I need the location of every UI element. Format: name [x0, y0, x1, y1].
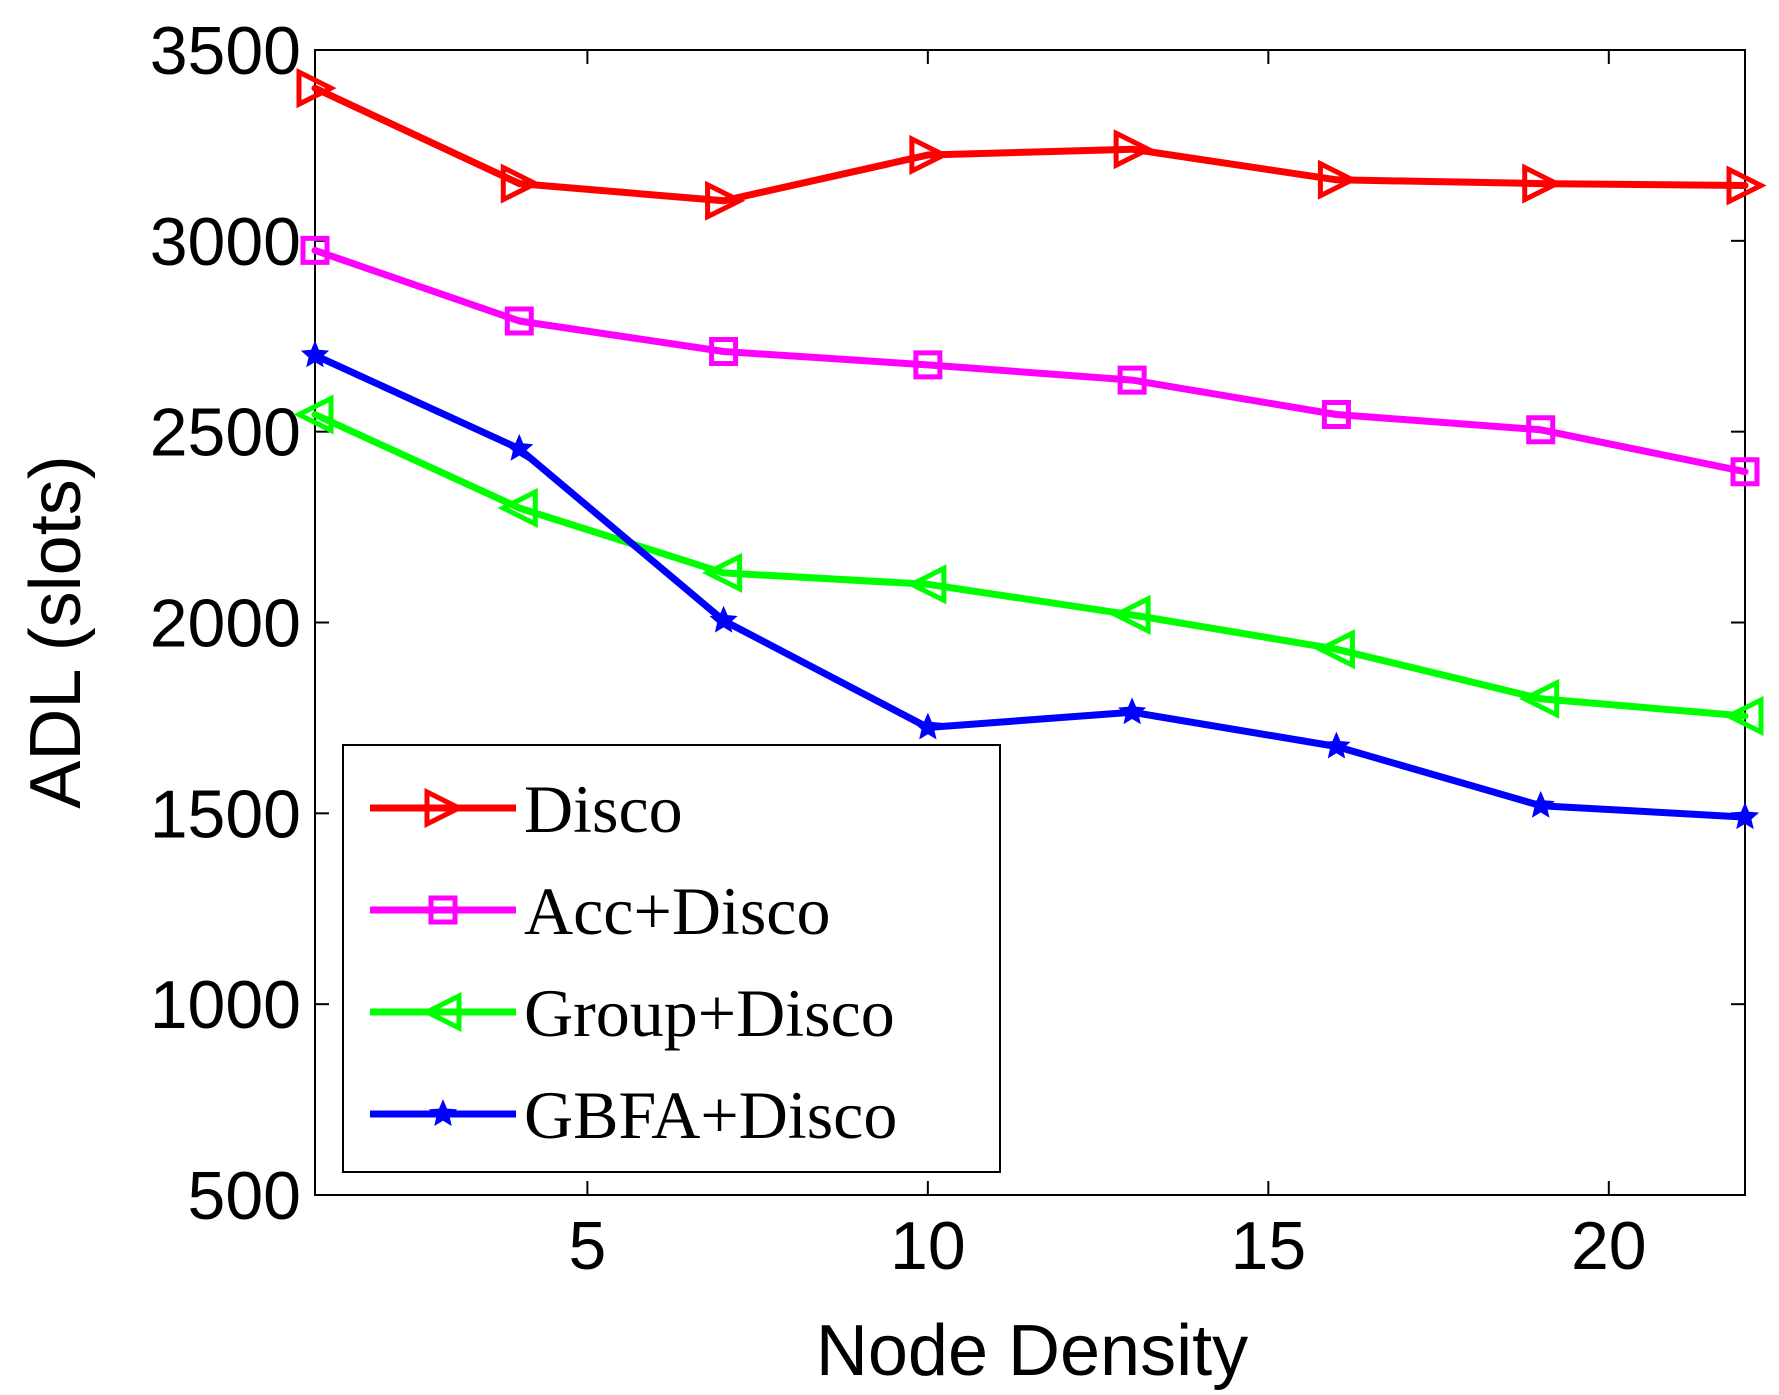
marker-triangle-right: [296, 68, 337, 109]
marker-triangle-left: [293, 394, 334, 435]
series-disco: [296, 68, 1767, 221]
x-tick-label: 20: [1571, 1208, 1647, 1284]
x-tick-label: 5: [568, 1208, 606, 1284]
marker-star: [1526, 790, 1555, 818]
series-lines: [293, 68, 1767, 830]
marker-star: [709, 605, 738, 633]
series-line: [311, 84, 1749, 205]
marker-triangle-right: [1726, 165, 1767, 206]
marker-triangle-right: [705, 180, 746, 221]
y-axis-label: ADL (slots): [16, 455, 96, 808]
series-acc-disco: [300, 235, 1760, 487]
legend-label: GBFA+Disco: [524, 1077, 897, 1153]
legend: Disco Acc+Disco Group+Disco GBFA+Disco: [342, 744, 1001, 1173]
legend-entry: GBFA+Disco: [370, 1077, 897, 1153]
legend-label: Disco: [524, 771, 683, 847]
marker-square: [1730, 457, 1760, 487]
marker-triangle-left: [701, 552, 743, 593]
marker-triangle-left: [1723, 695, 1764, 737]
marker-square: [428, 895, 458, 925]
marker-square: [913, 350, 943, 380]
marker-triangle-right: [424, 787, 465, 829]
y-tick-label: 2500: [150, 395, 301, 471]
series-line: [311, 246, 1749, 476]
legend-label: Group+Disco: [524, 975, 895, 1051]
legend-entry: Disco: [370, 771, 683, 847]
x-tick-label: 10: [890, 1208, 966, 1284]
marker-square: [504, 306, 534, 336]
legend-entry: Group+Disco: [370, 975, 895, 1051]
marker-triangle-left: [1110, 594, 1151, 635]
marker-star: [300, 340, 330, 368]
y-tick-label: 2000: [150, 586, 301, 662]
series-line: [311, 351, 1749, 821]
marker-square: [300, 235, 330, 265]
marker-triangle-left: [497, 487, 538, 529]
marker-square: [1117, 365, 1147, 395]
marker-square: [1526, 415, 1556, 445]
y-tick-label: 1000: [150, 967, 301, 1043]
marker-triangle-right: [1317, 159, 1359, 200]
marker-square: [1321, 399, 1351, 429]
legend-label: Acc+Disco: [524, 873, 830, 949]
marker-star: [428, 1099, 458, 1127]
series-gbfa-disco: [300, 340, 1760, 830]
marker-triangle-left: [421, 991, 462, 1033]
marker-star: [1730, 802, 1760, 830]
x-axis-label: Node Density: [816, 1311, 1248, 1391]
legend-entry: Acc+Disco: [370, 873, 830, 949]
marker-triangle-right: [909, 134, 950, 176]
legend-box: [342, 744, 1001, 1173]
marker-star: [1322, 731, 1351, 759]
marker-square: [709, 337, 739, 367]
y-tick-label: 3000: [150, 204, 301, 280]
marker-star: [913, 712, 942, 740]
series-line: [311, 411, 1749, 720]
marker-triangle-left: [1314, 629, 1355, 670]
marker-triangle-left: [1519, 678, 1560, 719]
y-tick-label: 500: [188, 1158, 301, 1234]
marker-triangle-right: [500, 163, 541, 204]
y-tick-label: 1500: [150, 776, 301, 852]
marker-star: [1118, 697, 1147, 725]
marker-triangle-right: [1113, 129, 1154, 170]
marker-star: [505, 433, 534, 461]
series-group-disco: [293, 394, 1764, 737]
marker-triangle-right: [1522, 163, 1563, 204]
axis-ticks: 5 10 15 20 500 1000 1500 2000 2500 3000 3500: [150, 13, 1745, 1284]
y-tick-label: 3500: [150, 13, 301, 89]
marker-triangle-left: [906, 564, 947, 605]
x-tick-label: 15: [1231, 1208, 1307, 1284]
